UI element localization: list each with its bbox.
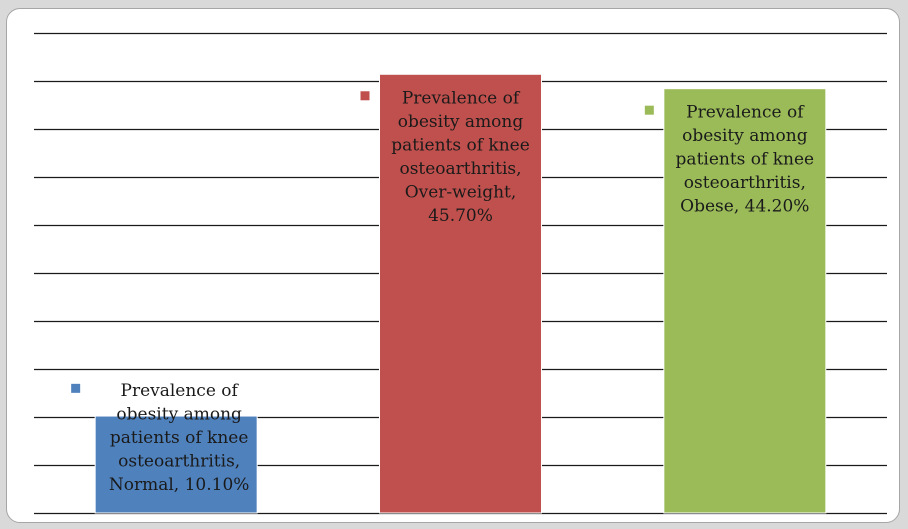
data-label-line: osteoarthritis, <box>399 159 521 179</box>
bar-chart: Prevalence of obesity among patients of kn… <box>34 32 887 515</box>
data-label-line: Obese, 44.20% <box>680 197 809 217</box>
data-label-line: 45.70% <box>428 206 493 226</box>
data-label-line: osteoarthritis, <box>118 451 240 471</box>
data-label-line: Over-weight, <box>405 182 517 202</box>
bar-normal[interactable] <box>94 415 258 514</box>
data-label-line: Prevalence of <box>121 381 240 401</box>
legend-key-icon <box>360 91 370 101</box>
bars <box>94 73 827 514</box>
chart-frame: Prevalence of obesity among patients of kn… <box>6 8 900 523</box>
data-label: Prevalence of obesity among patients of kn… <box>71 381 249 495</box>
data-labels: Prevalence of obesity among patients of kn… <box>71 88 814 495</box>
data-label-line: osteoarthritis, <box>684 173 806 193</box>
legend-key-icon <box>644 105 654 115</box>
bar-obese[interactable] <box>663 88 827 514</box>
data-label-line: obesity among <box>682 126 808 146</box>
data-label-line: Prevalence of <box>402 88 521 108</box>
data-label-line: patients of knee <box>110 428 249 448</box>
data-label-line: Prevalence of <box>686 103 805 123</box>
data-label-line: obesity among <box>398 112 524 132</box>
data-label-line: Normal, 10.10% <box>109 475 250 495</box>
data-label: Prevalence of obesity among patients of kn… <box>644 103 815 217</box>
data-label-line: obesity among <box>116 404 242 424</box>
data-label: Prevalence of obesity among patients of kn… <box>360 88 530 226</box>
bar-over-weight[interactable] <box>379 73 542 514</box>
legend-key-icon <box>71 383 81 393</box>
data-label-line: patients of knee <box>676 150 815 170</box>
data-label-line: patients of knee <box>391 135 530 155</box>
